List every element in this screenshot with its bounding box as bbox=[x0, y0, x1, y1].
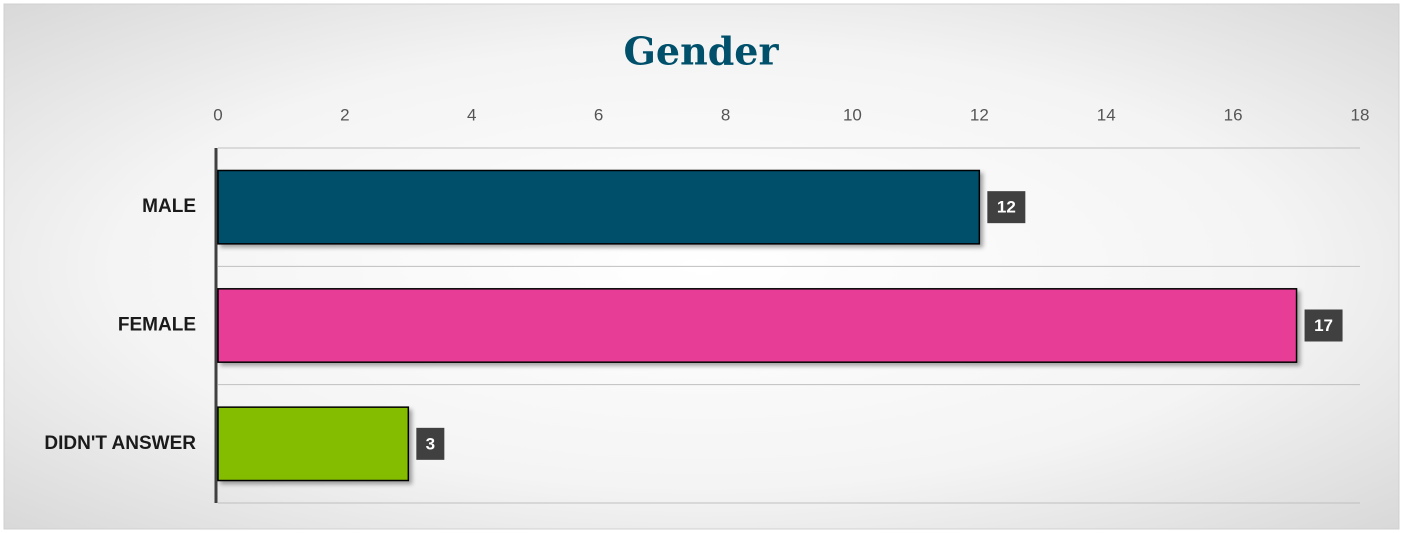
bar bbox=[217, 406, 410, 482]
x-tick-label: 16 bbox=[1224, 105, 1243, 124]
x-tick-label: 12 bbox=[970, 105, 989, 124]
x-tick-label: 6 bbox=[594, 105, 603, 124]
y-tick-label: FEMALE bbox=[118, 315, 196, 336]
y-tick-label: MALE bbox=[142, 196, 196, 217]
data-label-box bbox=[416, 427, 445, 460]
data-label-box bbox=[987, 191, 1026, 224]
bar bbox=[217, 288, 1298, 363]
x-tick-label: 0 bbox=[213, 105, 222, 124]
data-label: 3 bbox=[426, 434, 435, 453]
x-tick-label: 2 bbox=[340, 105, 349, 124]
bar bbox=[217, 169, 981, 245]
x-tick-label: 4 bbox=[467, 105, 476, 124]
chart-title: Gender bbox=[623, 29, 779, 74]
data-label-box bbox=[1304, 309, 1343, 342]
y-tick-label: DIDN'T ANSWER bbox=[44, 433, 196, 454]
x-tick-label: 8 bbox=[721, 105, 730, 124]
x-tick-label: 18 bbox=[1351, 105, 1370, 124]
x-tick-label: 10 bbox=[843, 105, 862, 124]
x-tick-label: 14 bbox=[1097, 105, 1116, 124]
data-label: 12 bbox=[997, 198, 1016, 217]
data-label: 17 bbox=[1314, 316, 1333, 335]
